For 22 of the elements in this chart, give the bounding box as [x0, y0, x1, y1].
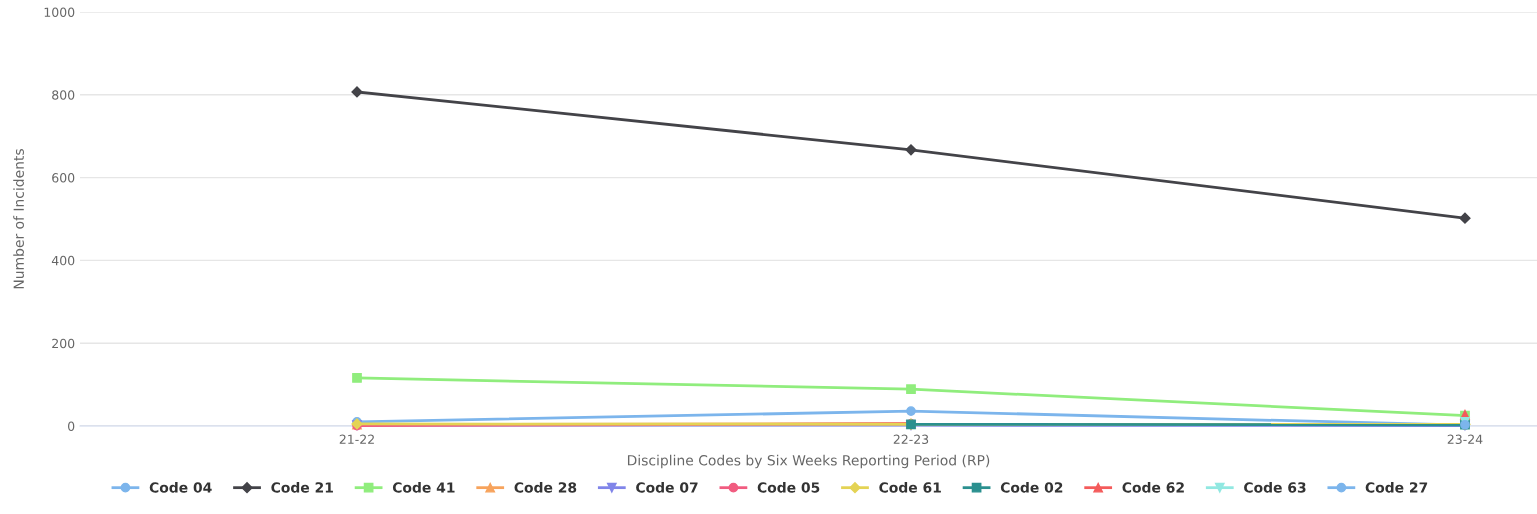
y-tick-label: 400 — [51, 255, 75, 266]
y-tick-label: 1000 — [44, 7, 75, 17]
x-axis-title: Discipline Codes by Six Weeks Reporting Period (RP) — [627, 454, 990, 469]
y-tick-label: 800 — [52, 90, 75, 100]
legend-label: Code 05 — [757, 481, 820, 493]
x-tick-label: 22-23 — [893, 434, 929, 445]
legend-label: Code 27 — [1365, 481, 1428, 493]
legend-label: Code 62 — [1122, 481, 1184, 493]
x-tick-label: 23-24 — [1447, 434, 1483, 445]
legend-label: Code 61 — [879, 481, 941, 493]
y-tick-label: 0 — [68, 421, 75, 431]
y-tick-label: 200 — [52, 338, 75, 349]
legend-label: Code 21 — [271, 481, 333, 493]
legend-label: Code 07 — [636, 481, 698, 493]
legend-label: Code 04 — [149, 481, 212, 493]
y-tick-label: 600 — [52, 173, 75, 183]
legend-label: Code 02 — [1000, 481, 1063, 493]
legend-label: Code 63 — [1244, 481, 1306, 493]
legend-label: Code 28 — [514, 481, 577, 493]
y-axis-title: Number of Incidents — [13, 149, 24, 289]
x-tick-label: 21-22 — [339, 434, 374, 444]
legend-label: Code 41 — [392, 481, 455, 493]
